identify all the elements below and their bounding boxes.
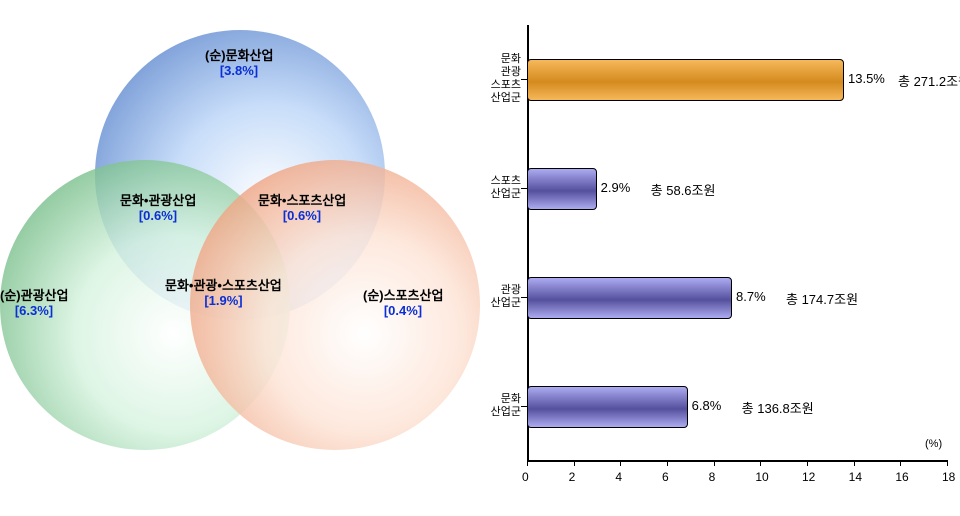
venn-label-culture-sports: 문화•스포츠산업 — [258, 190, 346, 209]
bar-category-label: 스포츠산업군 — [477, 175, 521, 201]
y-tick — [521, 297, 527, 298]
venn-pct-all-three: [1.9%] — [165, 293, 282, 308]
x-tick — [620, 460, 621, 466]
venn-label-sports: (순)스포츠산업 — [363, 285, 443, 304]
x-tick — [714, 460, 715, 466]
venn-label-tourism: (순)관광산업 — [0, 285, 68, 304]
x-tick — [760, 460, 761, 466]
bar — [527, 59, 844, 101]
bar-category-label: 문화산업군 — [477, 393, 521, 419]
venn-label-culture: (순)문화산업 — [205, 45, 273, 64]
x-tick-label: 16 — [895, 470, 908, 484]
bar-total-label: 총 271.2조원 — [898, 71, 960, 90]
x-tick-label: 2 — [569, 470, 576, 484]
venn-pct-culture: [3.8%] — [205, 63, 273, 78]
venn-pct-sports: [0.4%] — [363, 303, 443, 318]
bar — [527, 277, 732, 319]
bar-total-label: 총 58.6조원 — [651, 180, 716, 199]
x-tick-label: 8 — [709, 470, 716, 484]
bar-pct-label: 6.8% — [692, 398, 722, 413]
x-tick — [900, 460, 901, 466]
venn-label-all-three: 문화•관광•스포츠산업 — [165, 275, 282, 294]
x-tick-label: 0 — [522, 470, 529, 484]
y-tick — [521, 188, 527, 189]
bar-total-label: 총 136.8조원 — [742, 398, 814, 417]
x-tick — [947, 460, 948, 466]
venn-pct-culture-tourism: [0.6%] — [120, 208, 196, 223]
x-tick-label: 18 — [942, 470, 955, 484]
x-tick — [807, 460, 808, 466]
venn-pct-culture-sports: [0.6%] — [258, 208, 346, 223]
bar — [527, 168, 597, 210]
bar — [527, 386, 688, 428]
x-tick-label: 14 — [849, 470, 862, 484]
bar-total-label: 총 174.7조원 — [786, 289, 858, 308]
x-tick-label: 4 — [615, 470, 622, 484]
x-tick — [667, 460, 668, 466]
y-tick — [521, 79, 527, 80]
venn-pct-tourism: [6.3%] — [0, 303, 68, 318]
x-tick — [854, 460, 855, 466]
bar-pct-label: 2.9% — [601, 180, 631, 195]
x-tick-label: 10 — [755, 470, 768, 484]
x-tick — [527, 460, 528, 466]
venn-label-culture-tourism: 문화•관광산업 — [120, 190, 196, 209]
bar-category-label: 관광산업군 — [477, 284, 521, 310]
x-tick-label: 6 — [662, 470, 669, 484]
x-tick-label: 12 — [802, 470, 815, 484]
x-tick — [574, 460, 575, 466]
bar-pct-label: 13.5% — [848, 71, 885, 86]
y-tick — [521, 406, 527, 407]
bar-pct-label: 8.7% — [736, 289, 766, 304]
x-axis — [527, 460, 947, 462]
bar-category-label: 문화관광스포츠산업군 — [477, 53, 521, 105]
x-axis-label: (%) — [925, 438, 942, 450]
